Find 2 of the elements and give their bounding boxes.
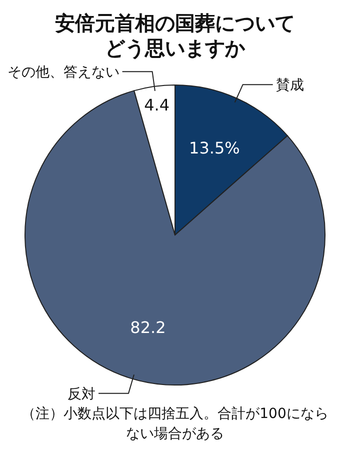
title: 安倍元首相の国葬についてどう思いますか: [55, 11, 295, 60]
annotation: （注）小数点以下は四捨五入。合計が100にならない場合がある: [22, 406, 328, 442]
